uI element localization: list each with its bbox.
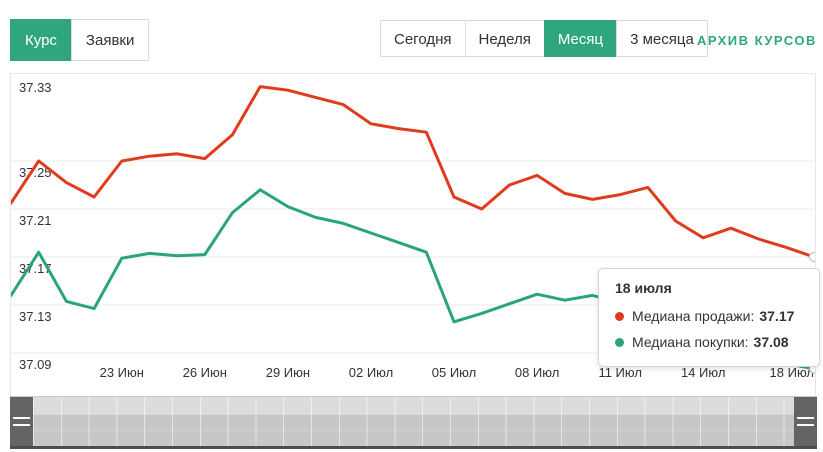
x-axis-label: 29 Июн bbox=[266, 365, 310, 380]
tooltip-row-value: 37.17 bbox=[759, 308, 795, 324]
sell-median-line bbox=[11, 85, 815, 259]
x-axis-label: 14 Июл bbox=[681, 365, 725, 380]
archive-rates-link[interactable]: АРХИВ КУРСОВ bbox=[697, 33, 817, 48]
rate-chart-panel[interactable]: 37.33 37.25 37.21 37.17 37.13 37.09 23 Июн 26 И… bbox=[10, 73, 816, 396]
view-tab-group: Курс Заявки bbox=[10, 19, 150, 61]
x-axis-label: 05 Июл bbox=[432, 365, 476, 380]
y-axis-label: 37.21 bbox=[19, 213, 52, 228]
x-axis-label: 08 Июл bbox=[515, 365, 559, 380]
x-axis-label: 11 Июл bbox=[598, 365, 642, 380]
y-axis-label: 37.09 bbox=[19, 357, 52, 372]
period-button-3[interactable]: Месяц bbox=[543, 20, 618, 57]
navigator-right-handle[interactable] bbox=[794, 397, 817, 446]
series-dot-icon bbox=[615, 311, 624, 321]
x-axis-label: 18 Июл bbox=[770, 365, 814, 380]
navigator-left-handle[interactable] bbox=[10, 397, 33, 446]
sell-point-marker bbox=[808, 251, 815, 263]
view-tab-1[interactable]: Курс bbox=[10, 19, 72, 61]
handle-grip-icon bbox=[797, 416, 814, 426]
range-navigator bbox=[10, 396, 817, 449]
handle-grip-icon bbox=[13, 416, 30, 426]
tooltip-row: Медиана покупки: 37.08 bbox=[615, 329, 807, 355]
tooltip-row-label: Медиана покупки: bbox=[632, 334, 749, 350]
series-dot-icon bbox=[615, 337, 624, 347]
x-axis-label: 23 Июн bbox=[100, 365, 144, 380]
tooltip-row: Медиана продажи: 37.17 bbox=[615, 303, 807, 329]
navigator-track[interactable] bbox=[33, 397, 794, 446]
view-tab-2[interactable]: Заявки bbox=[70, 19, 150, 61]
y-axis-label: 37.13 bbox=[19, 309, 52, 324]
chart-tooltip: 18 июля Медиана продажи: 37.17 Медиана пок… bbox=[598, 268, 820, 367]
tooltip-row-label: Медиана продажи: bbox=[632, 308, 755, 324]
period-button-1[interactable]: Сегодня bbox=[380, 20, 466, 57]
period-button-4[interactable]: 3 месяца bbox=[616, 20, 708, 57]
period-button-2[interactable]: Неделя bbox=[464, 20, 545, 57]
x-axis-label: 02 Июл bbox=[349, 365, 393, 380]
tooltip-rows: Медиана продажи: 37.17 Медиана покупки: 37.… bbox=[615, 303, 807, 355]
x-axis-label: 26 Июн bbox=[183, 365, 227, 380]
tooltip-date: 18 июля bbox=[615, 280, 672, 296]
tooltip-row-value: 37.08 bbox=[753, 334, 789, 350]
y-axis-label: 37.33 bbox=[19, 80, 52, 95]
period-button-group: Сегодня Неделя Месяц 3 месяца bbox=[380, 20, 708, 57]
